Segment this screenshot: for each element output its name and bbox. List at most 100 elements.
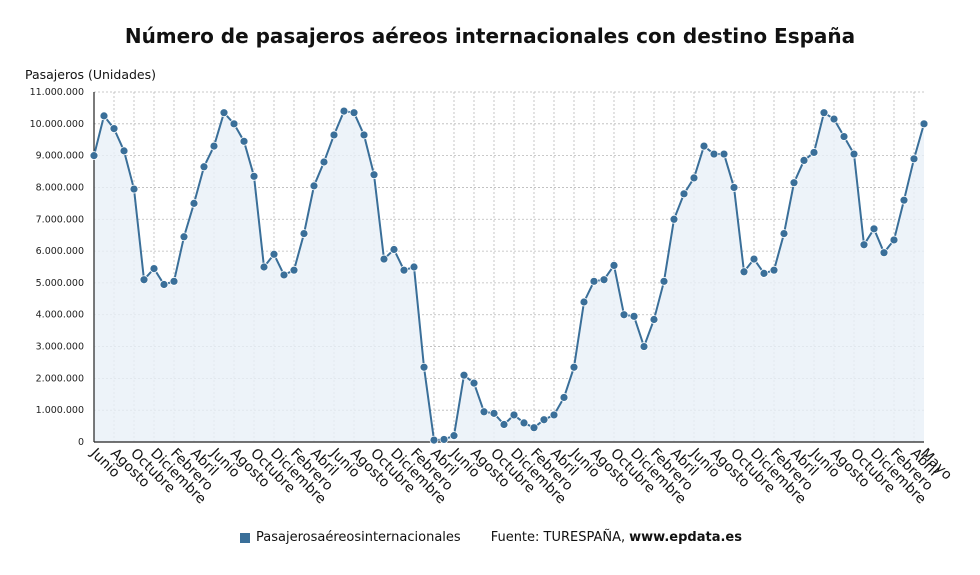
data-point (709, 149, 719, 159)
data-point (289, 265, 299, 275)
y-tick-label: 7.000.000 (36, 214, 84, 225)
y-tick-label: 3.000.000 (36, 342, 84, 353)
legend: Pasajerosaéreosinternacionales Fuente: T… (240, 530, 742, 545)
data-point (829, 114, 839, 124)
data-point (499, 420, 509, 429)
data-point (469, 378, 479, 388)
data-point (329, 130, 339, 140)
data-point (359, 130, 369, 140)
data-point (759, 268, 769, 278)
data-point (399, 265, 409, 275)
data-point (99, 111, 109, 121)
data-point (729, 183, 739, 192)
data-point (509, 410, 519, 420)
data-point (149, 264, 159, 273)
data-point (489, 408, 499, 418)
y-tick-label: 6.000.000 (36, 246, 84, 257)
data-point (849, 149, 859, 159)
data-point (809, 148, 819, 157)
data-point (779, 229, 789, 238)
data-point (839, 132, 849, 141)
data-point (869, 224, 879, 234)
data-point (599, 275, 609, 285)
data-point (309, 181, 319, 191)
data-point (319, 157, 329, 167)
data-point (129, 184, 139, 194)
data-point (519, 418, 529, 428)
data-point (699, 141, 709, 151)
data-point (419, 362, 429, 372)
y-tick-label: 1.000.000 (36, 405, 84, 416)
chart-title: Número de pasajeros aéreos internacional… (124, 24, 856, 48)
data-point (859, 240, 869, 250)
data-point (569, 362, 579, 372)
data-point (249, 171, 259, 181)
source-label: Fuente: TURESPAÑA, (490, 530, 626, 545)
data-point (429, 435, 439, 445)
data-point (749, 254, 759, 264)
data-point (299, 229, 309, 238)
data-point (179, 232, 189, 242)
data-point (379, 254, 389, 264)
data-point (349, 108, 359, 118)
data-point (529, 423, 539, 433)
data-point (369, 170, 379, 180)
data-point (679, 189, 689, 199)
data-point (189, 198, 199, 208)
data-point (279, 270, 289, 280)
data-point (909, 154, 919, 164)
data-point (479, 407, 489, 417)
data-point (389, 245, 399, 254)
data-point (449, 431, 459, 441)
data-point (879, 248, 889, 258)
y-tick-label: 10.000.000 (30, 119, 84, 130)
data-point (139, 275, 149, 285)
data-point (639, 342, 649, 351)
y-tick-label: 0 (78, 437, 84, 448)
data-point (409, 262, 419, 272)
data-point (609, 261, 619, 270)
data-point (669, 214, 679, 224)
y-tick-label: 4.000.000 (36, 310, 84, 321)
data-point (539, 415, 549, 425)
legend-label: Pasajerosaéreosinternacionales (256, 530, 461, 545)
data-point (889, 235, 899, 245)
y-axis-label: Pasajeros (Unidades) (25, 67, 156, 82)
data-point (769, 265, 779, 275)
data-point (689, 173, 699, 183)
data-point (899, 195, 909, 205)
data-point (619, 310, 629, 320)
data-point (109, 124, 119, 133)
data-point (739, 267, 749, 277)
data-point (439, 435, 449, 444)
data-point (339, 106, 349, 116)
data-point (239, 136, 249, 146)
data-point (789, 178, 799, 188)
data-point (549, 410, 559, 420)
data-point (799, 156, 809, 165)
data-point (219, 108, 229, 118)
data-point (819, 108, 829, 118)
data-point (649, 315, 659, 324)
data-point (659, 276, 669, 286)
data-point (559, 393, 569, 402)
data-point (199, 162, 209, 172)
data-point (579, 297, 589, 307)
source-site: www.epdata.es (629, 530, 742, 545)
legend-swatch (240, 532, 250, 543)
data-point (719, 149, 729, 159)
y-tick-label: 8.000.000 (36, 182, 84, 193)
data-point (169, 276, 179, 286)
data-point (259, 262, 269, 272)
data-point (629, 311, 639, 321)
data-point (269, 249, 279, 259)
y-tick-label: 9.000.000 (36, 151, 84, 162)
data-point (89, 151, 99, 161)
data-point (229, 119, 239, 129)
data-point (119, 146, 129, 156)
data-point (919, 119, 929, 129)
area-fill (94, 111, 924, 442)
data-point (209, 141, 219, 151)
data-point (459, 370, 469, 380)
